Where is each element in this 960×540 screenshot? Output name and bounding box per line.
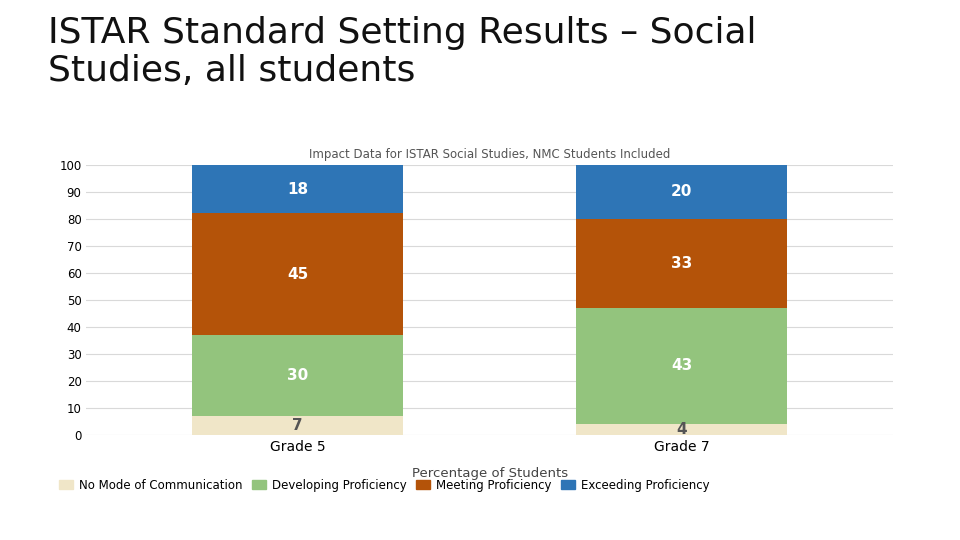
Text: Percentage of Students: Percentage of Students <box>412 467 567 480</box>
Text: 45: 45 <box>287 267 308 281</box>
Text: 30: 30 <box>287 368 308 383</box>
Bar <box>192 213 403 335</box>
Text: 43: 43 <box>671 359 692 373</box>
Bar <box>192 165 403 213</box>
Text: 7: 7 <box>292 418 303 433</box>
Bar <box>192 416 403 435</box>
Legend: No Mode of Communication, Developing Proficiency, Meeting Proficiency, Exceeding: No Mode of Communication, Developing Pro… <box>54 474 714 496</box>
Bar <box>576 308 787 424</box>
Bar <box>576 424 787 435</box>
Text: ISTAR Standard Setting Results – Social
Studies, all students: ISTAR Standard Setting Results – Social … <box>48 16 756 88</box>
Text: 4: 4 <box>676 422 687 437</box>
Bar <box>576 165 787 219</box>
Bar <box>192 335 403 416</box>
Bar <box>576 219 787 308</box>
Text: 20: 20 <box>671 184 692 199</box>
Text: Indiana Department of Education: Indiana Department of Education <box>420 514 732 532</box>
Title: Impact Data for ISTAR Social Studies, NMC Students Included: Impact Data for ISTAR Social Studies, NM… <box>309 148 670 161</box>
Text: 18: 18 <box>287 181 308 197</box>
Text: 33: 33 <box>671 256 692 271</box>
